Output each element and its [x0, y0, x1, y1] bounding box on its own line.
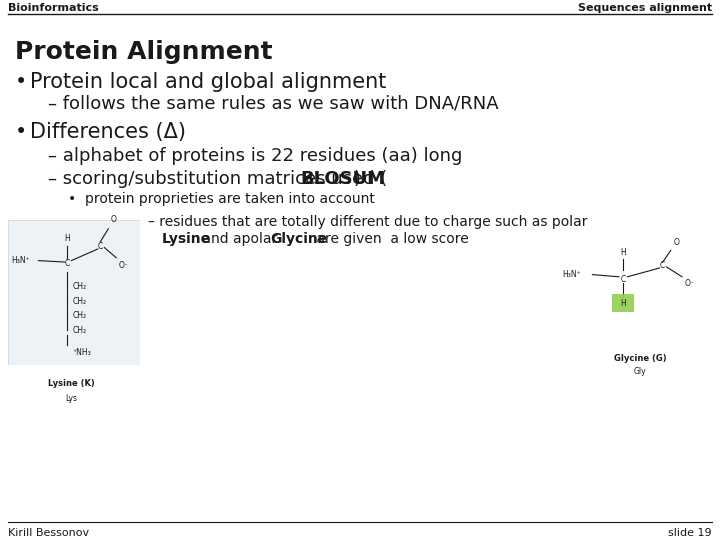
Text: CH₂: CH₂ — [73, 296, 87, 306]
Text: C: C — [98, 241, 103, 251]
Text: Differences (Δ): Differences (Δ) — [30, 122, 186, 142]
Text: Bioinformatics: Bioinformatics — [8, 3, 99, 13]
Text: H₃N⁺: H₃N⁺ — [562, 270, 581, 279]
Text: – follows the same rules as we saw with DNA/RNA: – follows the same rules as we saw with … — [48, 95, 499, 113]
Text: slide 19: slide 19 — [668, 528, 712, 538]
FancyBboxPatch shape — [612, 294, 634, 312]
Text: and apolar: and apolar — [198, 232, 282, 246]
Text: C: C — [65, 259, 70, 268]
Text: Kirill Bessonov: Kirill Bessonov — [8, 528, 89, 538]
Text: Sequences alignment: Sequences alignment — [578, 3, 712, 13]
Text: Glycine: Glycine — [270, 232, 328, 246]
Text: Protein local and global alignment: Protein local and global alignment — [30, 72, 387, 92]
Text: H: H — [65, 234, 71, 243]
Text: •: • — [15, 122, 27, 142]
Text: – scoring/substitution matrices used (: – scoring/substitution matrices used ( — [48, 170, 387, 188]
Text: CH₂: CH₂ — [73, 326, 87, 335]
Text: CH₂: CH₂ — [73, 282, 87, 291]
Text: •  protein proprieties are taken into account: • protein proprieties are taken into acc… — [68, 192, 375, 206]
FancyBboxPatch shape — [8, 220, 140, 365]
Text: H: H — [621, 248, 626, 257]
Text: ): ) — [354, 170, 361, 188]
Text: Lysine: Lysine — [162, 232, 211, 246]
Text: Gly: Gly — [634, 367, 647, 376]
Text: Lys: Lys — [66, 394, 77, 403]
Text: are given  a low score: are given a low score — [312, 232, 469, 246]
Text: – alphabet of proteins is 22 residues (aa) long: – alphabet of proteins is 22 residues (a… — [48, 147, 462, 165]
Text: – residues that are totally different due to charge such as polar: – residues that are totally different du… — [148, 215, 588, 229]
Text: CH₂: CH₂ — [73, 311, 87, 320]
Text: •: • — [15, 72, 27, 92]
Text: ⁺NH₃: ⁺NH₃ — [73, 348, 91, 356]
Text: C: C — [621, 274, 626, 284]
Text: Protein Alignment: Protein Alignment — [15, 40, 273, 64]
Text: Lysine (K): Lysine (K) — [48, 380, 95, 388]
Text: O⁻: O⁻ — [685, 279, 695, 288]
Text: Glycine (G): Glycine (G) — [613, 354, 666, 363]
Text: H₃N⁺: H₃N⁺ — [12, 256, 30, 265]
Text: O: O — [674, 238, 680, 247]
Text: O: O — [111, 215, 117, 224]
Text: BLOSUM: BLOSUM — [300, 170, 385, 188]
Text: H: H — [621, 299, 626, 308]
Text: O⁻: O⁻ — [119, 261, 129, 269]
Text: C: C — [660, 261, 665, 271]
